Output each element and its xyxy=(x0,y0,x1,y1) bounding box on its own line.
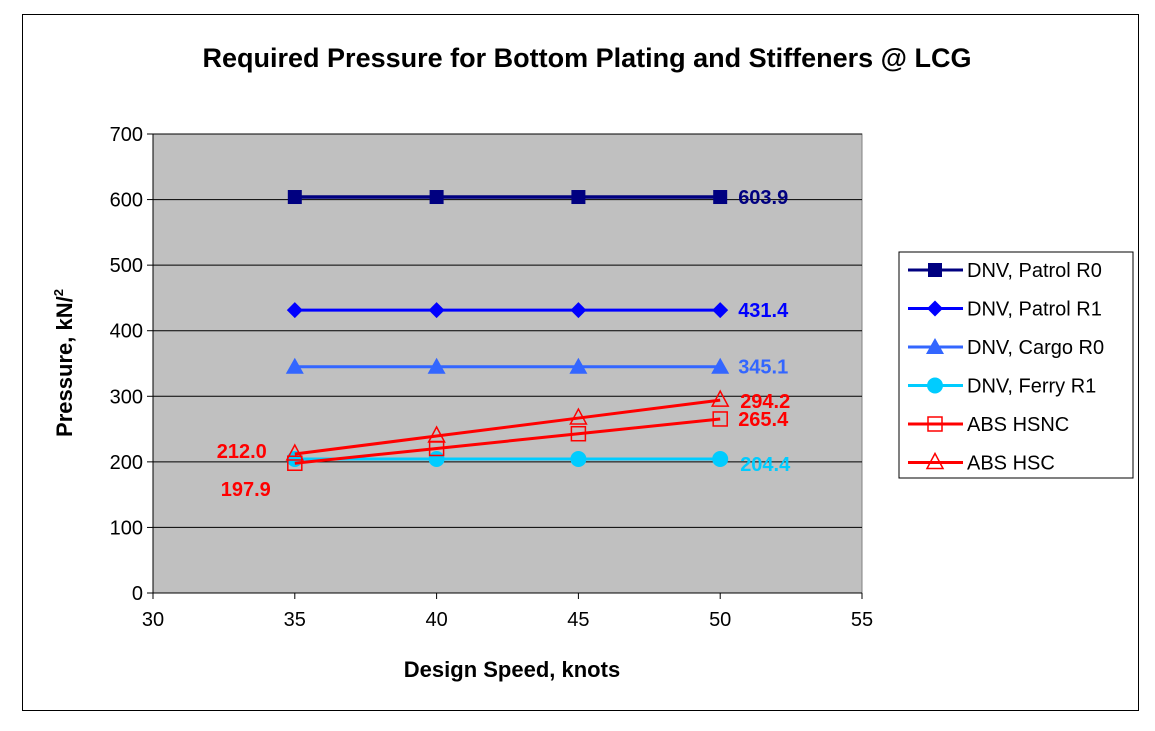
legend-label: DNV, Patrol R0 xyxy=(967,260,1102,282)
axes xyxy=(147,133,863,599)
tick-labels: 0 100 200 300 400 500 600 700 30 35 40 45 50 55 xyxy=(110,124,874,631)
data-label: 265.4 xyxy=(738,409,789,431)
legend-marker xyxy=(928,263,942,277)
data-point xyxy=(570,425,587,442)
data-point xyxy=(287,190,302,205)
legend-label: DNV, Patrol R1 xyxy=(967,299,1102,321)
x-axis-title: Design Speed, knots xyxy=(404,657,620,682)
series-dnv-patrol-r1 xyxy=(286,302,729,319)
y-tick-label: 100 xyxy=(110,517,143,539)
data-point xyxy=(429,190,444,205)
data-label: 212.0 xyxy=(217,441,267,463)
y-axis-title-superscript: 2 xyxy=(51,289,66,296)
y-tick-label: 600 xyxy=(110,190,143,212)
data-point xyxy=(712,450,729,467)
legend-marker xyxy=(927,416,943,432)
y-tick-label: 0 xyxy=(132,583,143,605)
data-point xyxy=(570,302,587,319)
legend-label: DNV, Cargo R0 xyxy=(967,337,1104,359)
data-point xyxy=(427,425,446,443)
data-label: 345.1 xyxy=(738,357,788,379)
data-point xyxy=(570,450,587,467)
legend-entry: ABS HSC xyxy=(908,451,1055,475)
data-point xyxy=(569,407,588,425)
series-layer xyxy=(285,190,730,471)
y-tick-label: 300 xyxy=(110,386,143,408)
y-tick-label: 400 xyxy=(110,321,143,343)
x-tick-label: 35 xyxy=(284,609,306,631)
data-point xyxy=(569,357,588,374)
y-tick-label: 200 xyxy=(110,452,143,474)
y-tick-label: 500 xyxy=(110,255,143,277)
data-label: 204.4 xyxy=(740,454,791,476)
legend-items: DNV, Patrol R0 DNV, Patrol R1 DNV, Cargo R… xyxy=(908,260,1104,475)
data-point xyxy=(286,302,303,319)
series-line xyxy=(294,398,721,456)
chart-frame: Required Pressure for Bottom Plating and… xyxy=(22,14,1139,711)
legend-entry: DNV, Ferry R1 xyxy=(908,376,1096,398)
legend-entry: DNV, Cargo R0 xyxy=(908,337,1104,359)
legend-marker xyxy=(927,300,943,317)
data-point xyxy=(285,443,305,461)
data-point xyxy=(428,450,445,467)
data-point xyxy=(712,411,728,427)
series-abs-hsc xyxy=(285,389,730,461)
data-point xyxy=(710,389,730,407)
data-point xyxy=(711,357,730,374)
legend-marker xyxy=(925,451,945,470)
legend-label: ABS HSC xyxy=(967,453,1055,475)
chart-svg: Required Pressure for Bottom Plating and… xyxy=(51,43,1134,682)
series-abs-hsnc xyxy=(287,411,728,471)
y-axis-title: Pressure, kN/2 xyxy=(51,289,77,437)
legend-entry: DNV, Patrol R1 xyxy=(908,299,1102,321)
legend-marker xyxy=(926,338,944,354)
x-tick-label: 45 xyxy=(567,609,589,631)
data-point xyxy=(713,190,728,205)
data-point xyxy=(712,302,729,319)
grid-lines xyxy=(153,133,862,528)
data-label: 197.9 xyxy=(221,479,271,501)
legend-label: ABS HSNC xyxy=(967,414,1069,436)
data-point xyxy=(428,302,445,319)
legend-label: DNV, Ferry R1 xyxy=(967,376,1096,398)
legend-box xyxy=(898,251,1134,479)
data-point xyxy=(427,357,446,374)
series-line xyxy=(294,417,721,465)
chart-title: Required Pressure for Bottom Plating and… xyxy=(203,43,972,73)
y-tick-label: 700 xyxy=(110,124,143,146)
series-dnv-patrol-r0 xyxy=(287,190,728,205)
data-label: 294.2 xyxy=(740,391,790,413)
y-axis-title-main: Pressure, kN/ xyxy=(52,296,77,437)
x-tick-label: 30 xyxy=(142,609,164,631)
legend-marker xyxy=(927,377,943,394)
legend: DNV, Patrol R0 DNV, Patrol R1 DNV, Cargo R… xyxy=(898,251,1134,479)
legend-entry: ABS HSNC xyxy=(908,414,1069,436)
data-label: 431.4 xyxy=(738,300,789,322)
x-tick-label: 50 xyxy=(709,609,731,631)
data-point xyxy=(285,357,304,374)
legend-entry: DNV, Patrol R0 xyxy=(908,260,1102,282)
x-tick-label: 55 xyxy=(851,609,873,631)
data-point xyxy=(287,455,303,471)
data-point xyxy=(571,190,586,205)
x-tick-label: 40 xyxy=(425,609,447,631)
series-dnv-cargo-r0 xyxy=(285,357,730,374)
plot-area xyxy=(152,133,863,594)
data-label: 603.9 xyxy=(738,187,788,209)
